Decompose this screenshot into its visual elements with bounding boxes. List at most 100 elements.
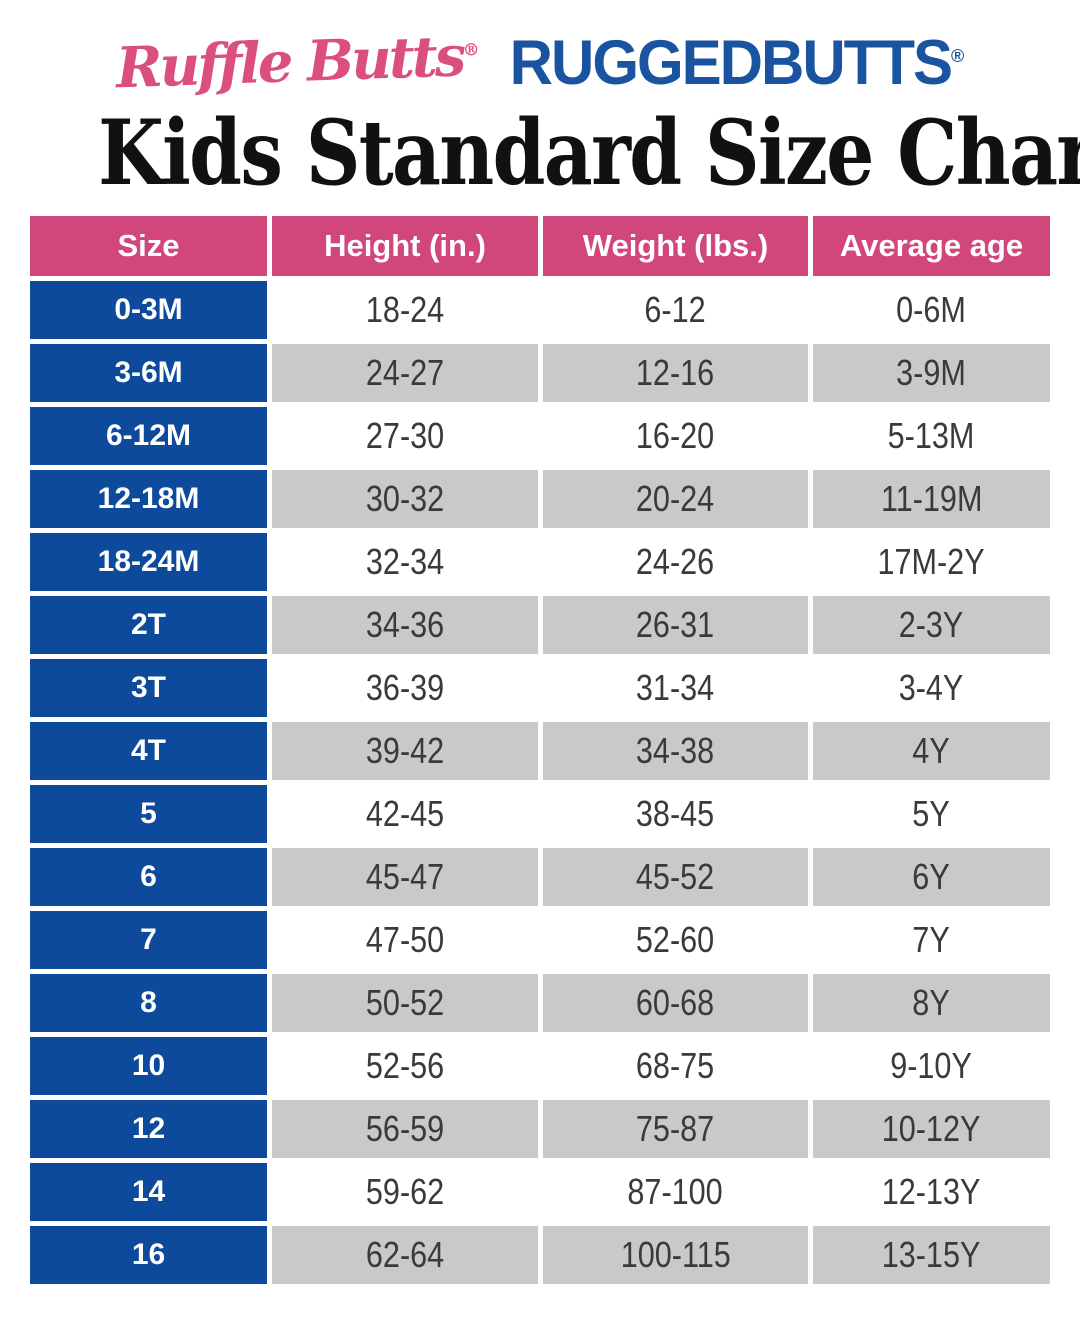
weight-cell: 6-12 xyxy=(543,281,808,339)
weight-value: 75-87 xyxy=(636,1108,715,1149)
weight-cell: 16-20 xyxy=(543,407,808,465)
age-cell: 10-12Y xyxy=(813,1100,1050,1158)
registered-trademark-icon: ® xyxy=(462,39,480,60)
weight-cell: 68-75 xyxy=(543,1037,808,1095)
height-value: 18-24 xyxy=(365,289,445,330)
age-cell: 6Y xyxy=(813,848,1050,906)
weight-cell: 24-26 xyxy=(543,533,808,591)
size-cell: 4T xyxy=(30,722,267,780)
height-cell: 52-56 xyxy=(272,1037,538,1095)
size-cell: 0-3M xyxy=(30,281,267,339)
height-cell: 59-62 xyxy=(272,1163,538,1221)
age-cell: 8Y xyxy=(813,974,1050,1032)
height-cell: 39-42 xyxy=(272,722,538,780)
weight-value: 24-26 xyxy=(636,541,715,582)
registered-trademark-icon: ® xyxy=(951,44,965,66)
weight-value: 52-60 xyxy=(636,919,715,960)
weight-value: 87-100 xyxy=(627,1171,724,1212)
height-value: 47-50 xyxy=(365,919,445,960)
column-header-size: Size xyxy=(30,216,267,276)
height-value: 52-56 xyxy=(365,1045,445,1086)
weight-cell: 12-16 xyxy=(543,344,808,402)
weight-value: 45-52 xyxy=(636,856,715,897)
age-value: 3-4Y xyxy=(899,667,964,708)
size-cell: 2T xyxy=(30,596,267,654)
size-cell: 16 xyxy=(30,1226,267,1284)
age-value: 8Y xyxy=(912,982,951,1023)
age-value: 12-13Y xyxy=(882,1171,981,1212)
weight-cell: 26-31 xyxy=(543,596,808,654)
weight-value: 16-20 xyxy=(636,415,715,456)
weight-value: 60-68 xyxy=(636,982,715,1023)
age-value: 3-9M xyxy=(896,352,967,393)
weight-value: 20-24 xyxy=(636,478,715,519)
size-table: Size Height (in.) Weight (lbs.) Average … xyxy=(30,216,1050,1284)
height-cell: 24-27 xyxy=(272,344,538,402)
height-value: 34-36 xyxy=(365,604,445,645)
weight-cell: 34-38 xyxy=(543,722,808,780)
page-title: Kids Standard Size Chart xyxy=(0,102,1080,204)
size-cell: 3T xyxy=(30,659,267,717)
age-value: 7Y xyxy=(912,919,951,960)
column-header-weight: Weight (lbs.) xyxy=(543,216,808,276)
rufflebutts-logo: Ruffle Butts® xyxy=(115,23,481,102)
age-value: 5-13M xyxy=(888,415,975,456)
size-cell: 8 xyxy=(30,974,267,1032)
weight-value: 26-31 xyxy=(636,604,715,645)
weight-value: 100-115 xyxy=(620,1234,731,1275)
weight-cell: 31-34 xyxy=(543,659,808,717)
weight-cell: 45-52 xyxy=(543,848,808,906)
rufflebutts-logo-text: Ruffle Butts xyxy=(114,23,464,102)
size-cell: 14 xyxy=(30,1163,267,1221)
weight-value: 6-12 xyxy=(644,289,707,330)
brand-logos: Ruffle Butts® RUGGEDBUTTS® xyxy=(0,0,1080,101)
height-cell: 18-24 xyxy=(272,281,538,339)
weight-value: 68-75 xyxy=(636,1045,715,1086)
age-cell: 4Y xyxy=(813,722,1050,780)
age-cell: 12-13Y xyxy=(813,1163,1050,1221)
age-value: 9-10Y xyxy=(890,1045,973,1086)
size-cell: 6-12M xyxy=(30,407,267,465)
height-cell: 27-30 xyxy=(272,407,538,465)
age-cell: 3-9M xyxy=(813,344,1050,402)
age-value: 0-6M xyxy=(896,289,967,330)
height-cell: 32-34 xyxy=(272,533,538,591)
weight-value: 34-38 xyxy=(636,730,715,771)
height-value: 50-52 xyxy=(365,982,445,1023)
age-cell: 17M-2Y xyxy=(813,533,1050,591)
age-value: 11-19M xyxy=(880,478,983,519)
weight-cell: 52-60 xyxy=(543,911,808,969)
weight-cell: 38-45 xyxy=(543,785,808,843)
age-value: 6Y xyxy=(912,856,951,897)
age-cell: 5Y xyxy=(813,785,1050,843)
weight-cell: 87-100 xyxy=(543,1163,808,1221)
height-value: 39-42 xyxy=(365,730,445,771)
size-cell: 12 xyxy=(30,1100,267,1158)
age-value: 10-12Y xyxy=(882,1108,981,1149)
height-value: 27-30 xyxy=(365,415,445,456)
age-cell: 9-10Y xyxy=(813,1037,1050,1095)
column-header-average-age: Average age xyxy=(813,216,1050,276)
age-value: 5Y xyxy=(912,793,951,834)
age-cell: 3-4Y xyxy=(813,659,1050,717)
size-cell: 12-18M xyxy=(30,470,267,528)
age-value: 17M-2Y xyxy=(877,541,986,582)
ruggedbutts-logo-text: RUGGEDBUTTS xyxy=(509,26,953,98)
age-cell: 13-15Y xyxy=(813,1226,1050,1284)
age-cell: 7Y xyxy=(813,911,1050,969)
size-cell: 10 xyxy=(30,1037,267,1095)
height-value: 36-39 xyxy=(365,667,445,708)
weight-cell: 60-68 xyxy=(543,974,808,1032)
age-value: 2-3Y xyxy=(899,604,964,645)
height-cell: 30-32 xyxy=(272,470,538,528)
height-value: 24-27 xyxy=(365,352,445,393)
height-value: 42-45 xyxy=(365,793,445,834)
size-cell: 6 xyxy=(30,848,267,906)
height-value: 62-64 xyxy=(365,1234,445,1275)
height-value: 32-34 xyxy=(365,541,445,582)
weight-value: 31-34 xyxy=(636,667,715,708)
height-cell: 50-52 xyxy=(272,974,538,1032)
size-cell: 5 xyxy=(30,785,267,843)
weight-cell: 100-115 xyxy=(543,1226,808,1284)
age-cell: 5-13M xyxy=(813,407,1050,465)
